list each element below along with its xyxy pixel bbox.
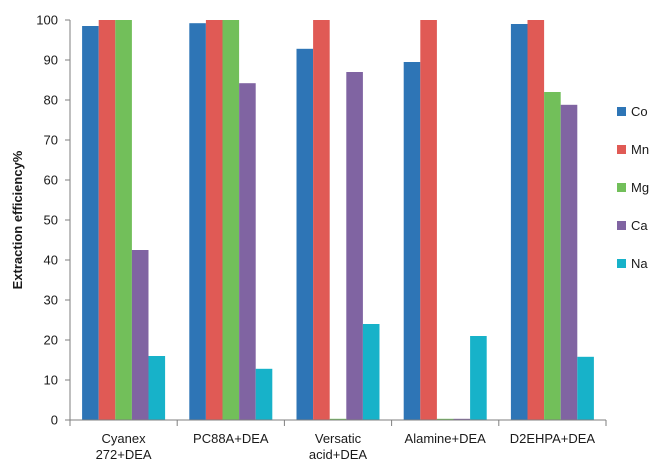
y-tick-label: 60 xyxy=(44,173,58,188)
x-category-label: acid+DEA xyxy=(309,447,367,462)
y-tick-label: 80 xyxy=(44,93,58,108)
y-tick-label: 50 xyxy=(44,213,58,228)
legend-swatch-ca xyxy=(617,221,626,230)
bar-ca-1 xyxy=(239,83,256,420)
y-tick-label: 40 xyxy=(44,253,58,268)
bar-co-1 xyxy=(189,23,206,420)
legend-swatch-mg xyxy=(617,183,626,192)
y-tick-label: 10 xyxy=(44,373,58,388)
x-category-label: Versatic xyxy=(315,431,362,446)
legend-label-na: Na xyxy=(631,256,648,271)
bar-na-0 xyxy=(148,356,166,420)
bar-mg-1 xyxy=(222,20,240,420)
bar-na-3 xyxy=(470,336,487,420)
y-tick-label: 70 xyxy=(44,133,58,148)
y-tick-label: 20 xyxy=(44,333,58,348)
legend-label-co: Co xyxy=(631,104,648,119)
legend-swatch-na xyxy=(617,259,626,268)
y-tick-label: 90 xyxy=(44,53,58,68)
bar-mn-1 xyxy=(205,20,223,420)
bar-mn-3 xyxy=(420,20,437,420)
x-category-label: Alamine+DEA xyxy=(405,431,487,446)
bar-co-2 xyxy=(296,48,314,421)
bar-mg-2 xyxy=(329,418,347,420)
bar-ca-0 xyxy=(131,250,149,420)
legend-label-ca: Ca xyxy=(631,218,648,233)
y-tick-label: 0 xyxy=(51,413,58,428)
legend-label-mn: Mn xyxy=(631,142,649,157)
x-category-label: D2EHPA+DEA xyxy=(510,431,596,446)
bar-co-0 xyxy=(82,26,99,420)
bar-ca-2 xyxy=(346,72,363,420)
bar-mn-2 xyxy=(313,20,330,420)
bar-co-4 xyxy=(510,24,528,420)
bar-na-4 xyxy=(577,356,594,420)
bar-ca-4 xyxy=(560,104,578,421)
y-ticks-group: 0 10 20 30 40 50 60 70 80 90 100 xyxy=(36,13,70,428)
y-axis-title: Extraction efficiency% xyxy=(10,150,25,289)
x-category-label: PC88A+DEA xyxy=(193,431,269,446)
bar-ca-3 xyxy=(453,418,471,420)
bar-mg-4 xyxy=(544,92,561,420)
bar-mn-0 xyxy=(98,20,116,420)
bars-group xyxy=(82,20,594,421)
y-tick-label: 30 xyxy=(44,293,58,308)
bar-co-3 xyxy=(403,62,421,420)
x-category-label: Cyanex xyxy=(102,431,147,446)
bar-na-2 xyxy=(362,324,380,420)
legend: Co Mn Mg Ca Na xyxy=(617,104,649,271)
bar-na-1 xyxy=(255,368,273,420)
x-category-label: 272+DEA xyxy=(96,447,152,462)
legend-label-mg: Mg xyxy=(631,180,649,195)
bar-mg-0 xyxy=(115,20,132,420)
bar-mn-4 xyxy=(527,20,545,420)
legend-swatch-co xyxy=(617,107,626,116)
y-tick-label: 100 xyxy=(36,13,58,28)
legend-swatch-mn xyxy=(617,145,626,154)
bar-mg-3 xyxy=(436,418,454,420)
